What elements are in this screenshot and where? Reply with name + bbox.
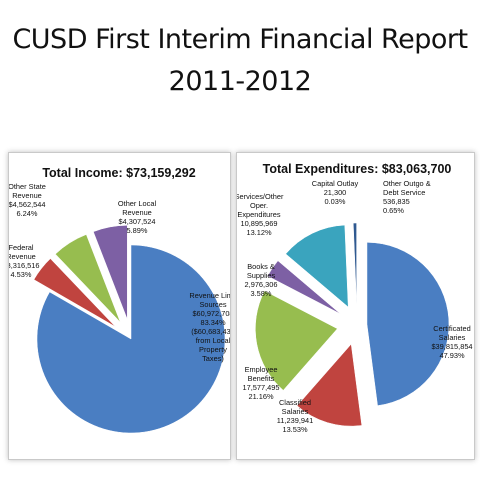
slice-label-classified-salaries: Classified Salaries 11,239,941 13.53% [277,398,313,434]
pie-slice-certificated-salaries [366,242,450,406]
slice-label-services-other-oper-expenditures: Services/Other Oper. Expenditures 10,895,96… [237,192,284,237]
slice-label-other-local-revenue: Other Local Revenue $4,307,524 5.89% [118,199,157,235]
page-title-line-1: CUSD First Interim Financial Report [12,24,468,55]
income-pie-chart: Total Income: $73,159,292 Revenue LimitS… [9,166,230,434]
page-title-line-2: 2011-2012 [168,66,312,97]
slice-label-certificated-salaries: Certificated Salaries $39,815,854 47.93% [431,324,472,360]
expenditures-chart-panel: Total Expenditures: $83,063,700 Certific… [236,152,475,460]
pie-slice-books-supplies [267,260,341,315]
income-chart-panel: Total Income: $73,159,292 Revenue LimitS… [8,152,231,460]
pie-slice-other-outgo-debt-service [353,222,357,306]
income-chart-title: Total Income: $73,159,292 [42,166,195,180]
pie-slice-capital-outlay [352,222,357,306]
expenditures-chart-title: Total Expenditures: $83,063,700 [263,162,452,176]
pie-slice-employee-benefits [255,290,338,391]
pie-slice-federal-revenue [33,258,116,327]
pie-slice-other-state-revenue [55,234,121,323]
pie-slice-revenue-limit-sources [36,244,226,434]
expenditures-pie-chart: Total Expenditures: $83,063,700 Certific… [237,162,473,434]
pie-slice-other-local-revenue [93,225,128,320]
slice-label-capital-outlay: Capital Outlay 21,300 0.03% [312,179,359,206]
pie-slice-services-other-oper-expenditures [285,224,349,308]
slice-label-other-outgo-debt-service: Other Outgo & Debt Service 536,835 0.65% [383,179,431,215]
slice-label-books-supplies: Books & Supplies 2,976,306 3.58% [245,262,278,298]
slice-label-revenue-limit-sources: Revenue LimitSources$60,972,70883.34%($6… [189,291,230,363]
pie-slice-classified-salaries [296,343,363,427]
slice-label-other-state-revenue: Other State Revenue $4,562,544 6.24% [9,182,46,218]
slice-label-employee-benefits: Employee Benefits 17,577,495 21.16% [243,365,280,401]
